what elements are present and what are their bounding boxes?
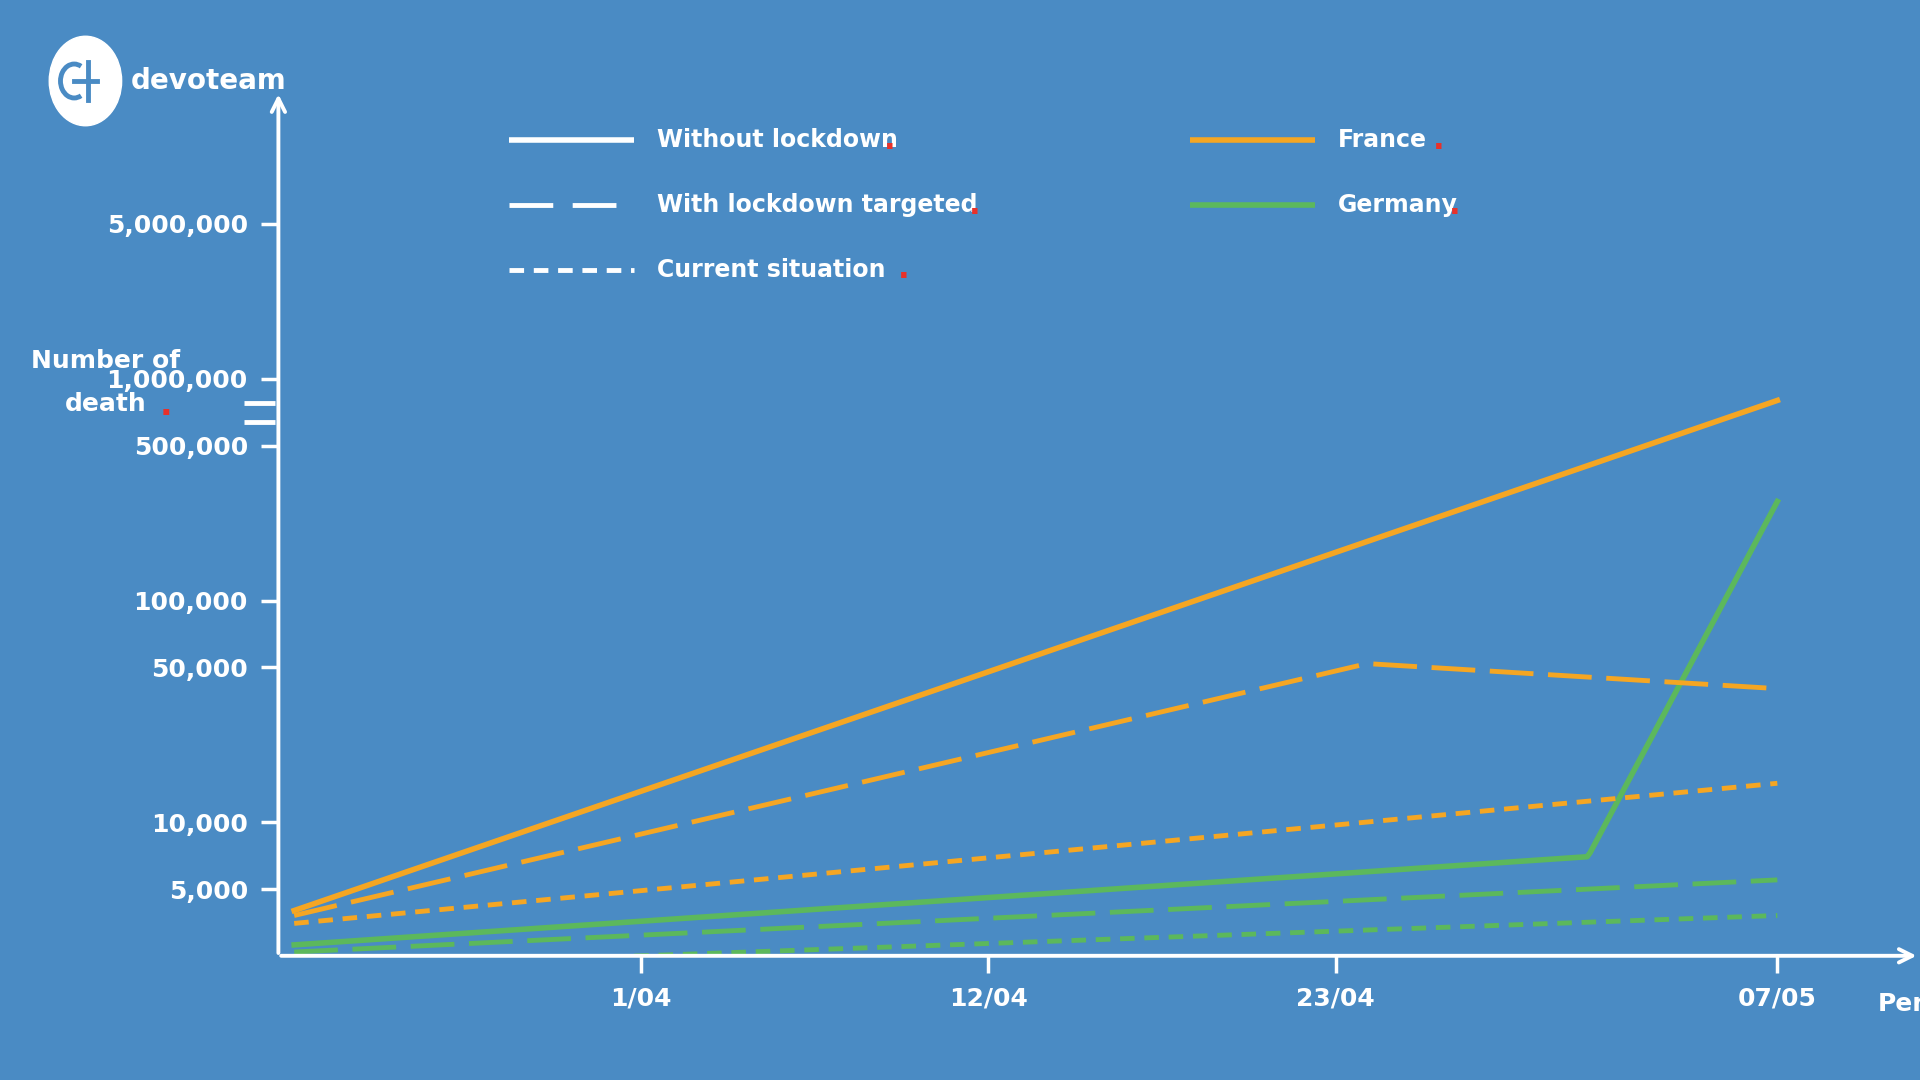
Text: .: . — [1432, 126, 1444, 154]
Text: Current situation: Current situation — [657, 258, 885, 282]
Circle shape — [50, 37, 121, 125]
Text: Germany: Germany — [1338, 193, 1457, 217]
Text: .: . — [159, 389, 173, 422]
Text: .: . — [970, 191, 981, 219]
Text: Number of: Number of — [31, 349, 180, 374]
Text: With lockdown targeted: With lockdown targeted — [657, 193, 977, 217]
Text: .: . — [883, 126, 895, 154]
Text: .: . — [899, 256, 910, 284]
Text: Period: Period — [1878, 993, 1920, 1016]
Text: devoteam: devoteam — [131, 67, 286, 95]
Text: .: . — [1448, 191, 1459, 219]
Text: France: France — [1338, 129, 1427, 152]
Text: Without lockdown: Without lockdown — [657, 129, 897, 152]
Text: death: death — [65, 392, 146, 417]
